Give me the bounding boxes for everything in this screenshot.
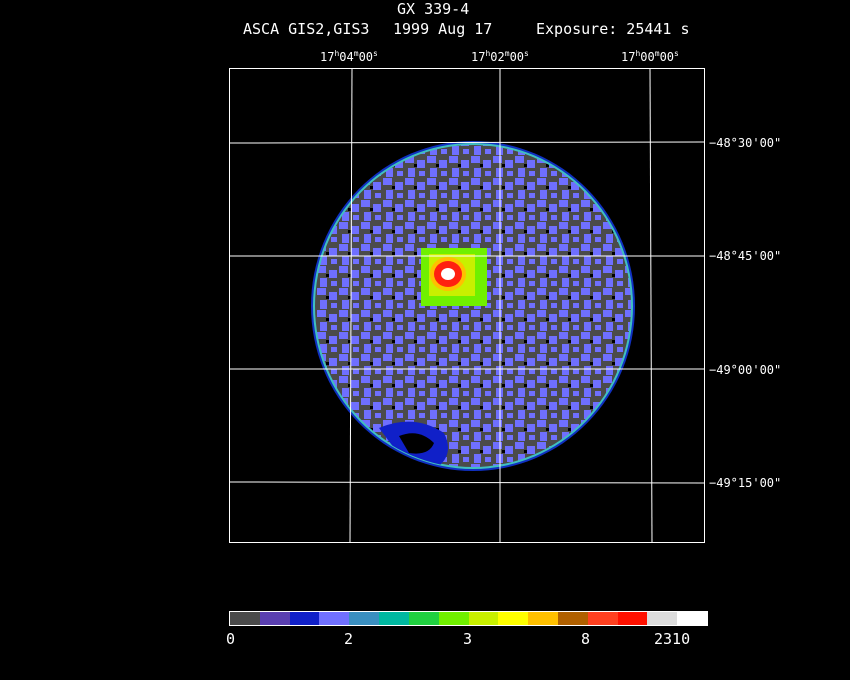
image-title: GX 339-4 [397,0,470,18]
colorbar-segment [617,612,648,625]
colorbar-segment [468,612,499,625]
coordinate-grid [229,68,705,543]
colorbar-label: 2 [344,630,354,648]
colorbar-segment [498,612,529,625]
colorbar-segment [379,612,409,625]
colorbar-label: 3 [463,630,473,648]
ra-tick-label: 17h00m00s [621,49,679,64]
sky-image-frame [229,68,705,543]
dec-tick-label: −48°45'00" [709,249,782,263]
colorbar-segment [587,612,618,625]
colorbar-segment [408,612,439,625]
detector-field [311,141,635,471]
ra-tick-label: 17h02m00s [471,49,529,64]
colorbar-segment [647,612,678,625]
ra-tick-label: 17h04m00s [320,49,378,64]
colorbar-segment [557,612,588,625]
colorbar-segment [230,612,260,625]
instrument-label: ASCA GIS2,GIS3 [243,20,370,38]
colorbar-label: 0 [226,630,236,648]
exposure-label: Exposure: 25441 s [536,20,690,38]
colorbar-segment [349,612,380,625]
xray-source [421,248,487,306]
colorbar-segment [438,612,469,625]
colorbar-segment [677,612,707,625]
colorbar-segment [289,612,320,625]
dec-tick-label: −49°15'00" [709,476,782,490]
colorbar-segment [259,612,290,625]
colorbar-label: 2310 [654,630,691,648]
colorbar-label: 8 [581,630,591,648]
observation-date: 1999 Aug 17 [393,20,493,38]
colorbar-segment [319,612,350,625]
dec-tick-label: −49°00'00" [709,363,782,377]
color-scale-bar [229,611,708,626]
dec-tick-label: −48°30'00" [709,136,782,150]
colorbar-segment [528,612,558,625]
